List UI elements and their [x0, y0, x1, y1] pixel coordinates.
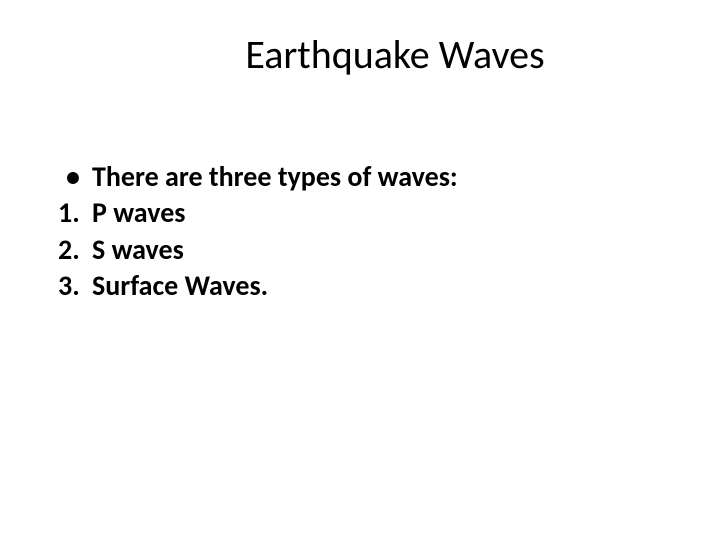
list-item: 1. P waves	[58, 195, 670, 231]
slide-container: Earthquake Waves • There are three types…	[0, 0, 720, 540]
bullet-text: There are three types of waves:	[92, 159, 458, 195]
list-item-text: S waves	[92, 232, 184, 268]
list-item: 3. Surface Waves.	[58, 268, 670, 304]
number-marker: 3.	[58, 268, 88, 304]
bullet-intro: • There are three types of waves:	[58, 159, 670, 195]
slide-content: • There are three types of waves: 1. P w…	[58, 159, 670, 305]
number-marker: 1.	[58, 195, 88, 231]
number-marker: 2.	[58, 232, 88, 268]
bullet-marker-icon: •	[58, 159, 88, 195]
list-item: 2. S waves	[58, 232, 670, 268]
list-item-text: Surface Waves.	[92, 268, 268, 304]
list-item-text: P waves	[92, 195, 185, 231]
slide-title: Earthquake Waves	[120, 30, 670, 79]
